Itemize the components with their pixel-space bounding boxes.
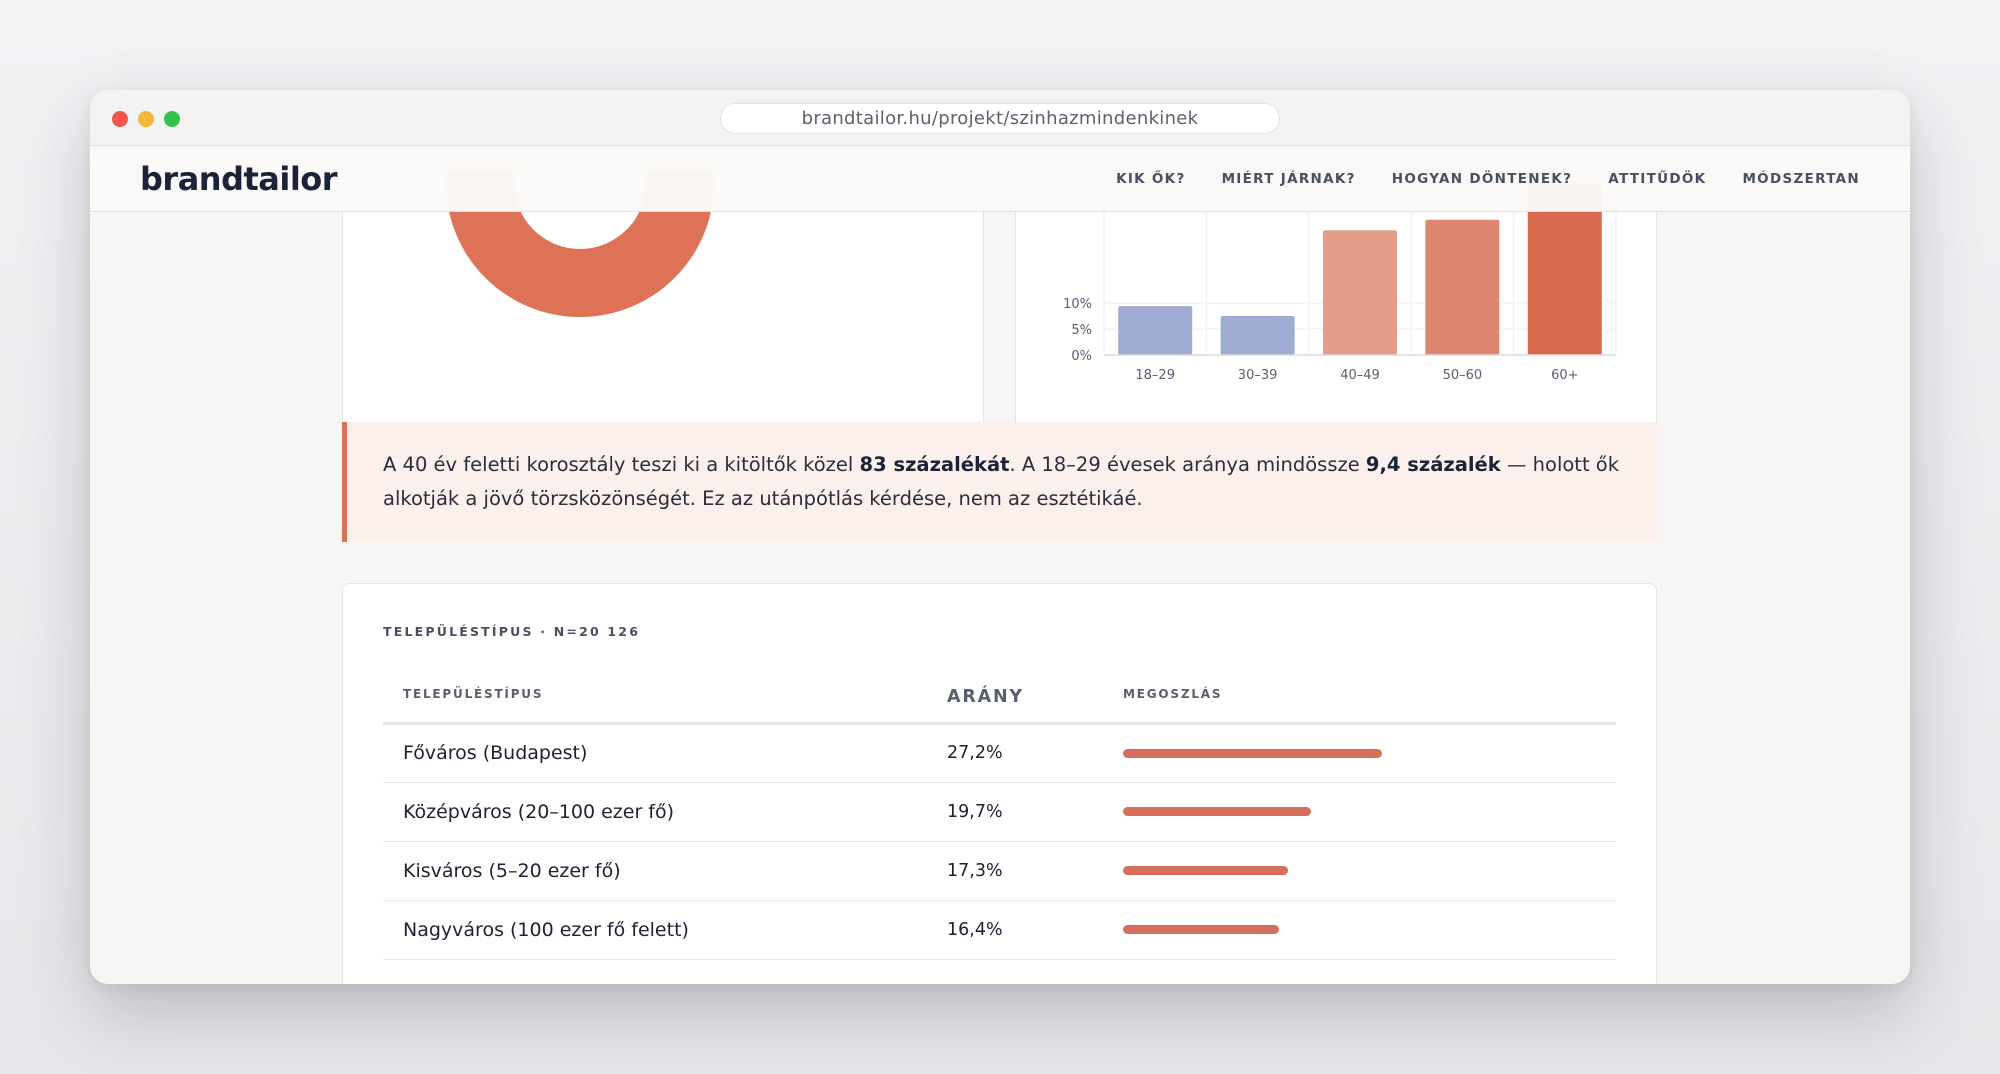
row-percentage: 19,7% xyxy=(947,782,1123,842)
table-header-row: TELEPÜLÉSTÍPUS ARÁNY MEGOSZLÁS xyxy=(383,683,1616,725)
table-row: Nagyváros (100 ezer fő felett) 16,4% xyxy=(383,900,1616,960)
x-tick-label: 18–29 xyxy=(1135,368,1175,383)
maximize-window-button[interactable] xyxy=(164,111,180,127)
row-percentage: 17,3% xyxy=(947,841,1123,901)
distribution-bar-track xyxy=(1123,748,1523,758)
age-bar xyxy=(1118,306,1193,355)
row-name: Főváros (Budapest) xyxy=(383,723,947,783)
age-bar xyxy=(1527,183,1602,355)
browser-window: brandtailor.hu/projekt/szinhazmindenkine… xyxy=(90,90,1910,984)
x-tick-label: 50–60 xyxy=(1443,368,1483,383)
distribution-bar xyxy=(1123,748,1382,758)
row-percentage: 16,4% xyxy=(947,900,1123,960)
distribution-bar-track xyxy=(1123,925,1523,934)
close-window-button[interactable] xyxy=(112,111,128,127)
callout-highlight-83: 83 százalékát xyxy=(859,453,1010,476)
site-logo[interactable]: brandtailor xyxy=(140,160,338,198)
distribution-bar-track xyxy=(1123,866,1523,875)
age-bar xyxy=(1323,230,1397,355)
row-percentage: 27,2% xyxy=(947,723,1123,783)
x-tick-label: 40–49 xyxy=(1340,368,1380,383)
nav-link-attitudok[interactable]: ATTITŰDÖK xyxy=(1608,171,1707,187)
minimize-window-button[interactable] xyxy=(138,111,154,127)
age-bar xyxy=(1220,316,1295,355)
row-name: Kisváros (5–20 ezer fő) xyxy=(383,841,947,901)
y-tick-label: 5% xyxy=(1071,323,1092,338)
age-bar-chart: 0% 5% 10% 18–29 30–39 40–49 50–60 60+ xyxy=(1063,171,1617,383)
insight-callout: A 40 év feletti korosztály teszi ki a ki… xyxy=(342,422,1657,542)
nav-link-modszertan[interactable]: MÓDSZERTAN xyxy=(1742,171,1860,187)
x-tick-label: 30–39 xyxy=(1238,368,1278,383)
header-megoszlas: MEGOSZLÁS xyxy=(1123,683,1616,725)
callout-text: A 40 év feletti korosztály teszi ki a ki… xyxy=(383,453,1620,510)
y-tick-label: 0% xyxy=(1071,349,1092,364)
row-name: Nagyváros (100 ezer fő felett) xyxy=(383,900,947,960)
header-arany: ARÁNY xyxy=(947,683,1123,725)
nav-link-miert-jarnak[interactable]: MIÉRT JÁRNAK? xyxy=(1221,171,1356,187)
age-bar-chart-card: 0% 5% 10% 18–29 30–39 40–49 50–60 60+ xyxy=(1015,170,1657,440)
browser-titlebar: brandtailor.hu/projekt/szinhazmindenkine… xyxy=(90,90,1910,146)
nav-link-kik-ok[interactable]: KIK ŐK? xyxy=(1116,171,1186,187)
row-name: Középváros (20–100 ezer fő) xyxy=(383,782,947,842)
callout-highlight-94: 9,4 százalék xyxy=(1365,453,1501,476)
table-row: Középváros (20–100 ezer fő) 19,7% xyxy=(383,782,1616,842)
x-tick-label: 60+ xyxy=(1551,368,1578,383)
table-eyebrow: TELEPÜLÉSTÍPUS · N=20 126 xyxy=(383,624,641,639)
settlement-table: TELEPÜLÉSTÍPUS ARÁNY MEGOSZLÁS Főváros (… xyxy=(383,683,1616,960)
settlement-table-card: TELEPÜLÉSTÍPUS · N=20 126 TELEPÜLÉSTÍPUS… xyxy=(342,583,1657,984)
table-row: Főváros (Budapest) 27,2% xyxy=(383,723,1616,783)
site-navbar: brandtailor KIK ŐK? MIÉRT JÁRNAK? HOGYAN… xyxy=(90,146,1910,212)
address-bar[interactable]: brandtailor.hu/projekt/szinhazmindenkine… xyxy=(720,103,1280,134)
nav-links: KIK ŐK? MIÉRT JÁRNAK? HOGYAN DÖNTENEK? A… xyxy=(1116,168,1860,190)
distribution-bar xyxy=(1123,807,1311,816)
y-tick-label: 10% xyxy=(1063,297,1092,312)
distribution-bar-track xyxy=(1123,807,1523,816)
table-row: Kisváros (5–20 ezer fő) 17,3% xyxy=(383,841,1616,901)
nav-link-hogyan-dontenek[interactable]: HOGYAN DÖNTENEK? xyxy=(1391,171,1573,187)
distribution-bar xyxy=(1123,925,1279,934)
distribution-bar xyxy=(1123,866,1288,875)
age-bar xyxy=(1425,219,1500,355)
header-telepulestipus: TELEPÜLÉSTÍPUS xyxy=(383,683,947,725)
